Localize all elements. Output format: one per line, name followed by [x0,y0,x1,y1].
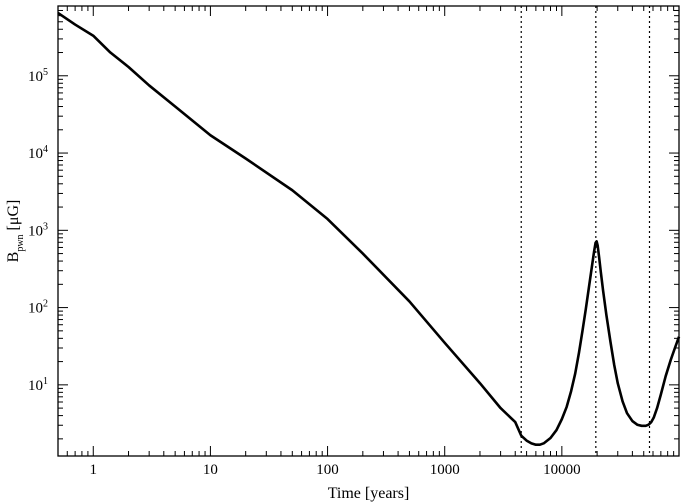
y-tick-label: 104 [28,144,48,162]
y-tick-label-base: 10 [28,69,43,85]
plot-content [57,6,681,456]
x-tick-label: 100 [316,462,339,478]
y-tick-label: 103 [28,221,48,239]
x-tick-label: 10000 [543,462,581,478]
y-tick-label-exponent: 4 [43,144,48,155]
y-axis-title-base: B [5,252,22,263]
y-tick-label-exponent: 2 [43,299,48,310]
y-axis-title-subscript: pwn [15,234,26,251]
x-tick-label: 1 [90,462,98,478]
y-tick-label: 105 [28,67,48,85]
y-axis-title: Bpwn [μG] [5,200,26,263]
y-tick-label-exponent: 1 [43,376,48,387]
y-tick-label-base: 10 [28,301,43,317]
x-tick-label: 10 [203,462,218,478]
x-axis-title: Time [years] [328,485,410,502]
y-tick-label-exponent: 3 [43,221,48,232]
y-tick-label-base: 10 [28,378,43,394]
y-tick-label: 102 [28,299,48,317]
y-tick-label-base: 10 [28,146,43,162]
ticks [57,5,680,456]
y-axis-title-unit: [μG] [5,200,22,231]
series-line [57,11,681,447]
y-tick-label: 101 [28,376,48,394]
y-tick-label-base: 10 [28,223,43,239]
plot-frame [57,5,680,457]
y-tick-label-exponent: 5 [43,67,48,78]
x-tick-label: 1000 [430,462,460,478]
